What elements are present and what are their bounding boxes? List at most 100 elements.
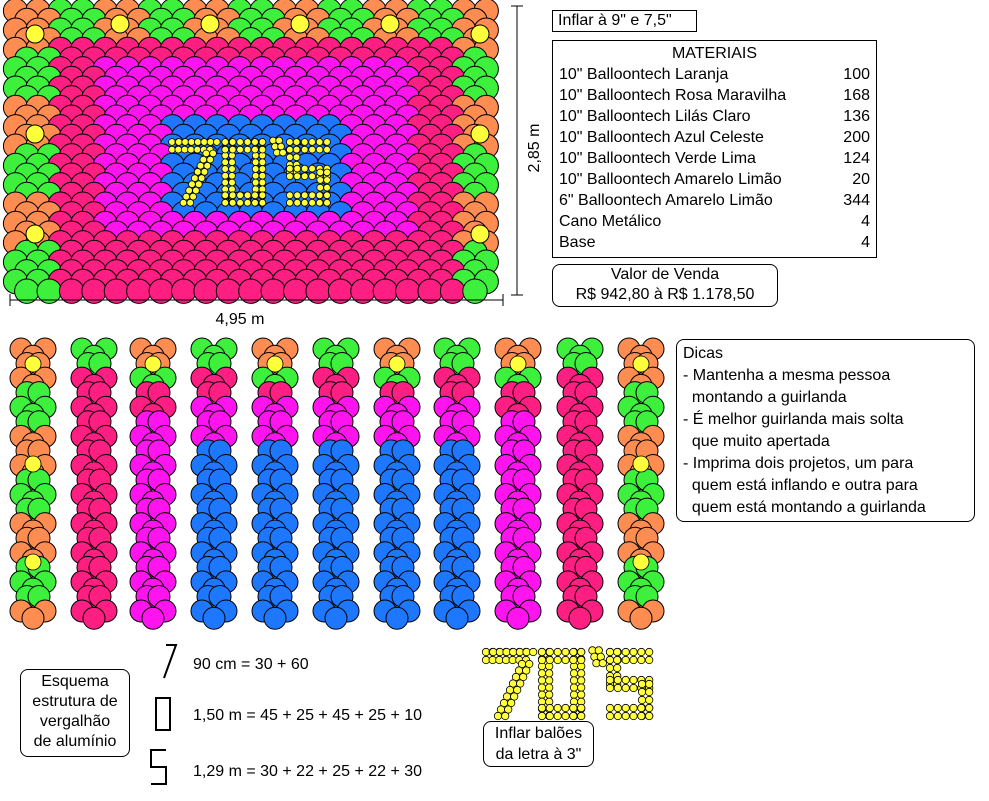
letter-balloon bbox=[323, 199, 331, 207]
flower-center bbox=[470, 24, 490, 44]
flower-center bbox=[388, 355, 406, 373]
letters-note-line-1: Inflar balões bbox=[494, 725, 583, 742]
scheme-item-2: 1,50 m = 45 + 25 + 45 + 25 + 10 bbox=[193, 707, 423, 724]
letter-balloon bbox=[251, 165, 260, 173]
letter-balloon bbox=[561, 647, 570, 657]
letter-balloon bbox=[192, 186, 200, 195]
letter-balloon bbox=[251, 158, 260, 167]
letter-balloon bbox=[285, 164, 294, 173]
letter-balloon bbox=[300, 191, 309, 200]
material-row: 6" Balloontech Amarelo Limão 344 bbox=[559, 190, 870, 211]
letter-balloon bbox=[605, 711, 615, 721]
letter-balloon bbox=[221, 191, 230, 200]
letter-balloon bbox=[513, 685, 522, 695]
material-name: 10" Balloontech Lilás Claro bbox=[559, 108, 751, 125]
material-name: 6" Balloontech Amarelo Limão bbox=[559, 192, 773, 209]
letter-balloon bbox=[545, 711, 554, 721]
letter-balloon bbox=[510, 692, 519, 701]
letter-balloon bbox=[221, 171, 230, 180]
letter-balloon bbox=[577, 676, 586, 685]
column-balloon bbox=[506, 606, 530, 630]
letter-balloon bbox=[228, 145, 237, 154]
material-qty: 344 bbox=[843, 192, 870, 209]
letter-balloon bbox=[493, 711, 503, 721]
letter-balloon bbox=[637, 647, 646, 657]
letter-balloon bbox=[577, 669, 586, 678]
letter-balloon bbox=[258, 145, 267, 154]
material-row: 10" Balloontech Azul Celeste 200 bbox=[559, 127, 870, 148]
materials-list: 10" Balloontech Laranja 100 10" Balloontec… bbox=[559, 64, 870, 253]
tip-line: - É melhor guirlanda mais solta bbox=[683, 411, 904, 428]
letter-balloon bbox=[243, 199, 252, 207]
material-row: 10" Balloontech Laranja 100 bbox=[559, 64, 870, 85]
letter-balloon bbox=[293, 172, 302, 181]
letter-balloon bbox=[206, 155, 214, 164]
letter-balloon bbox=[537, 711, 547, 721]
tip-line: quem está inflando e outra para bbox=[683, 477, 918, 494]
letter-balloon bbox=[300, 199, 309, 207]
letter-balloon bbox=[569, 683, 579, 692]
letter-balloon bbox=[537, 703, 547, 713]
tips-title: Dicas bbox=[683, 345, 724, 362]
letter-balloon bbox=[577, 703, 586, 713]
letter-balloon bbox=[185, 186, 193, 195]
letter-balloon bbox=[285, 172, 294, 181]
letter-balloon bbox=[645, 647, 654, 657]
flower-center bbox=[470, 124, 490, 144]
letter-balloon bbox=[605, 647, 615, 657]
letter-balloon bbox=[537, 655, 547, 665]
column-balloon bbox=[445, 606, 469, 630]
letter-balloon bbox=[323, 145, 331, 154]
letter-balloon bbox=[213, 138, 221, 146]
letter-balloon bbox=[243, 138, 252, 146]
letter-balloon bbox=[236, 199, 244, 207]
s-shape-icon bbox=[150, 749, 167, 785]
material-row: 10" Balloontech Verde Lima 124 bbox=[559, 148, 870, 169]
material-name: Base bbox=[559, 234, 596, 251]
seven-shape-icon bbox=[163, 644, 178, 679]
height-dimension: 2,85 m bbox=[526, 124, 543, 173]
letter-balloon bbox=[637, 695, 647, 705]
letter-balloon bbox=[315, 199, 324, 207]
letter-balloon bbox=[621, 683, 630, 693]
tip-line: quem está montando a guirlanda bbox=[683, 499, 926, 516]
sale-value-box: Valor de Venda R$ 942,80 à R$ 1.178,50 bbox=[552, 264, 778, 307]
letter-balloon bbox=[316, 168, 325, 177]
letter-balloon bbox=[645, 711, 654, 721]
letter-balloon bbox=[251, 178, 260, 187]
material-name: 10" Balloontech Rosa Maravilha bbox=[559, 87, 787, 104]
letter-balloon bbox=[613, 683, 622, 693]
letter-balloon bbox=[292, 138, 301, 146]
letter-balloon bbox=[629, 711, 638, 721]
letter-balloon bbox=[181, 138, 189, 146]
letter-balloon bbox=[569, 690, 579, 699]
letter-balloon bbox=[621, 647, 630, 657]
letter-balloon bbox=[645, 695, 654, 705]
material-name: 10" Balloontech Laranja bbox=[559, 66, 729, 83]
letter-balloon bbox=[300, 172, 309, 181]
letter-balloon bbox=[613, 663, 622, 673]
flower-center bbox=[632, 553, 650, 571]
letter-balloon bbox=[221, 138, 230, 146]
letter-balloon bbox=[258, 165, 267, 173]
letter-balloon bbox=[194, 138, 202, 146]
letter-balloon bbox=[613, 655, 622, 665]
letter-balloon bbox=[577, 683, 586, 692]
letter-balloon bbox=[315, 138, 324, 146]
material-row: 10" Balloontech Amarelo Limão 20 bbox=[559, 169, 870, 190]
material-name: 10" Balloontech Verde Lima bbox=[559, 150, 756, 167]
letter-balloon bbox=[285, 153, 294, 162]
letter-balloon bbox=[285, 191, 294, 200]
letter-balloon bbox=[629, 675, 638, 685]
material-row: 10" Balloontech Lilás Claro 136 bbox=[559, 106, 870, 127]
letter-balloon bbox=[251, 145, 259, 154]
letter-balloon bbox=[228, 158, 236, 167]
letter-balloon bbox=[168, 138, 176, 146]
material-qty: 4 bbox=[861, 213, 870, 230]
column-balloon bbox=[629, 606, 653, 630]
letter-balloon bbox=[258, 158, 267, 167]
letter-balloon bbox=[629, 683, 638, 693]
scheme-title-line: Esquema bbox=[41, 673, 109, 690]
letter-balloon bbox=[545, 655, 554, 665]
letter-balloon bbox=[251, 138, 259, 146]
